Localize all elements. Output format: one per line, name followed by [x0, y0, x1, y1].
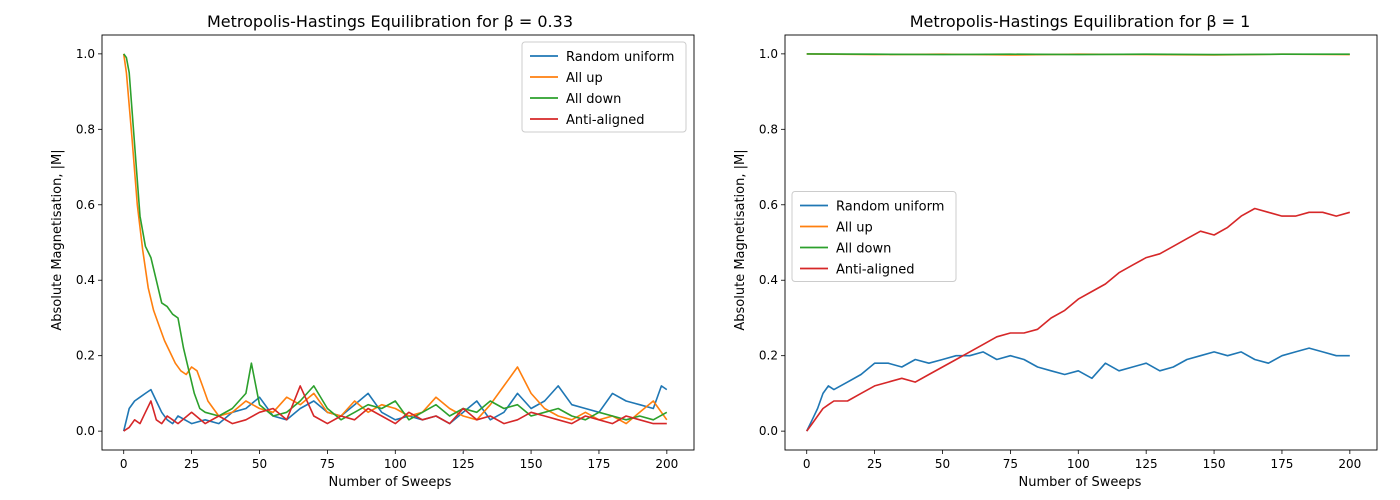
y-tick-label: 0.0 — [76, 424, 95, 438]
legend-label: All up — [836, 221, 873, 236]
chart-beta-1: Metropolis-Hastings Equilibration for β … — [733, 12, 1378, 490]
y-tick-label: 0.2 — [76, 349, 95, 363]
x-tick-label: 175 — [1271, 457, 1294, 471]
y-axis-label: Absolute Magnetisation, |M| — [50, 149, 65, 330]
legend-box — [521, 41, 687, 133]
x-tick-label: 75 — [1003, 457, 1018, 471]
x-tick-label: 100 — [1067, 457, 1090, 471]
series-line-anti-aligned — [123, 385, 667, 432]
legend-label: All down — [836, 242, 891, 257]
legend: Random uniform All up All down Anti-aligned — [521, 41, 687, 133]
x-tick-label: 125 — [452, 457, 475, 471]
x-tick-label: 175 — [588, 457, 611, 471]
y-tick-label: 1.0 — [76, 47, 95, 61]
y-tick-label: 0.8 — [76, 122, 95, 136]
y-tick-label: 0.6 — [759, 198, 778, 212]
legend-label: Anti-aligned — [566, 113, 644, 128]
x-tick-label: 25 — [867, 457, 882, 471]
y-tick-label: 0.8 — [759, 122, 778, 136]
plot-area: 0 25 50 75 100 125 150 175 200 0.0 0.2 0.4 0.6 0.8 1.0… — [759, 34, 1378, 471]
chart-title: Metropolis-Hastings Equilibration for β … — [207, 12, 573, 31]
plot-area: 0 25 50 75 100 125 150 175 200 0.0 0.2 0.4 0.6 0.8 1.0… — [76, 34, 695, 471]
chart-beta-0-33: Metropolis-Hastings Equilibration for β … — [50, 12, 695, 490]
axes-frame — [101, 34, 695, 451]
series-line-all-down — [123, 53, 668, 421]
y-tick-label: 0.6 — [76, 198, 95, 212]
axes-frame — [784, 34, 1378, 451]
x-tick-label: 200 — [1338, 457, 1361, 471]
legend-label: All up — [566, 71, 603, 86]
series-group — [805, 53, 1351, 432]
series-line-all-up — [122, 53, 668, 425]
x-axis-label: Number of Sweeps — [329, 475, 452, 490]
legend-label: Anti-aligned — [836, 263, 914, 278]
x-axis-label: Number of Sweeps — [1019, 475, 1142, 490]
x-tick-label: 0 — [803, 457, 811, 471]
series-group — [122, 53, 668, 432]
series-line-anti-aligned — [806, 207, 1351, 432]
series-line-all-down — [806, 53, 1350, 56]
x-tick-label: 100 — [384, 457, 407, 471]
y-tick-label: 1.0 — [759, 47, 778, 61]
x-tick-label: 150 — [1203, 457, 1226, 471]
x-tick-label: 75 — [320, 457, 335, 471]
chart-title: Metropolis-Hastings Equilibration for β … — [910, 12, 1251, 31]
legend: Random uniform All up All down Anti-aligned — [791, 191, 957, 282]
y-tick-label: 0.2 — [759, 349, 778, 363]
legend-label: All down — [566, 92, 621, 107]
x-tick-label: 150 — [520, 457, 543, 471]
x-tick-label: 50 — [935, 457, 950, 471]
legend-box — [791, 191, 957, 282]
x-tick-label: 200 — [655, 457, 678, 471]
x-tick-label: 125 — [1135, 457, 1158, 471]
x-tick-label: 0 — [120, 457, 128, 471]
y-tick-label: 0.4 — [759, 273, 778, 287]
y-axis-label: Absolute Magnetisation, |M| — [733, 149, 748, 330]
y-tick-label: 0.4 — [76, 273, 95, 287]
legend-label: Random uniform — [836, 200, 944, 215]
series-line-random-uniform — [805, 347, 1350, 432]
x-tick-label: 25 — [184, 457, 199, 471]
legend-label: Random uniform — [566, 50, 674, 65]
y-tick-label: 0.0 — [759, 424, 778, 438]
x-tick-label: 50 — [252, 457, 267, 471]
